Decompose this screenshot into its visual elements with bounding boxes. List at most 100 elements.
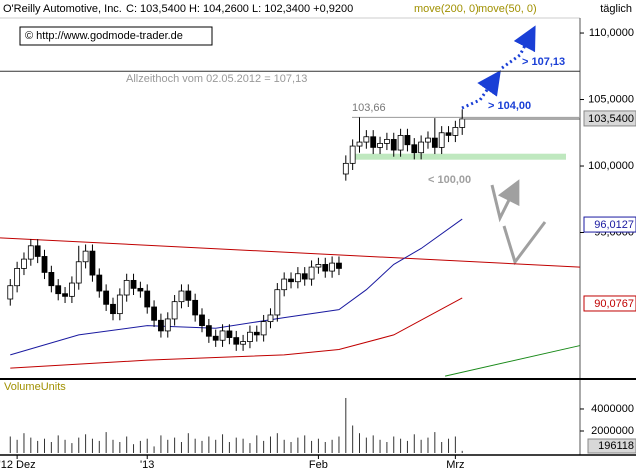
candle-body — [75, 261, 82, 284]
candle-body — [438, 132, 445, 148]
candle-body — [390, 139, 397, 151]
candle-body — [260, 321, 267, 336]
candle-body — [130, 279, 137, 289]
candle-body — [164, 318, 171, 332]
value-box — [583, 216, 636, 233]
candle-body — [185, 290, 192, 301]
candle-body — [288, 278, 294, 283]
trendline — [444, 345, 581, 377]
candle-body — [21, 258, 27, 269]
value-box — [583, 110, 636, 127]
candle-body — [445, 132, 452, 136]
value-label: 90,0767 — [594, 298, 634, 310]
annotation: Allzeithoch vom 02.05.2012 = 107,13 — [126, 73, 307, 85]
value-label: 96,0127 — [594, 219, 634, 231]
candle-body — [267, 314, 274, 323]
candle-body — [151, 306, 157, 321]
arrow — [461, 70, 501, 110]
candle-body — [425, 137, 431, 143]
candle-body — [41, 256, 48, 273]
candle-body — [308, 266, 315, 280]
trendline — [0, 237, 581, 268]
candle-body — [294, 273, 301, 283]
candle-body — [363, 136, 370, 143]
candle-body — [247, 331, 253, 342]
candle-body — [158, 319, 164, 332]
candle-body — [89, 250, 96, 276]
candle-body — [205, 325, 212, 337]
candle-body — [34, 245, 41, 257]
annotation: > 104,00 — [488, 100, 531, 112]
copyright: © http://www.godmode-trader.de — [25, 30, 183, 42]
chart-title: O'Reilly Automotive, Inc. — [3, 3, 122, 15]
y-tick-label: 110,0000 — [589, 27, 634, 39]
candle-body — [233, 337, 240, 345]
x-tick-label: Feb — [309, 459, 328, 471]
candle-body — [397, 135, 404, 151]
candle-body — [411, 144, 418, 154]
interval: täglich — [600, 3, 632, 15]
arrow — [501, 25, 536, 70]
arrow — [502, 221, 547, 266]
candle-body — [404, 135, 411, 146]
quote: C: 103,5400 H: 104,2600 L: 102,3400 +0,9… — [126, 3, 353, 15]
candle-body — [171, 301, 178, 320]
candle-body — [301, 273, 308, 280]
x-tick-label: '13 — [140, 459, 154, 471]
moving-average — [10, 218, 463, 356]
candle-body — [281, 278, 288, 291]
candle-body — [137, 287, 144, 292]
candle-body — [62, 293, 68, 297]
candle-body — [144, 290, 151, 308]
candle-body — [48, 272, 55, 287]
x-tick-label: Mrz — [446, 459, 464, 471]
y-tick-label: 100,0000 — [588, 160, 634, 172]
candle-body — [315, 264, 322, 268]
volume-label: VolumeUnits — [4, 381, 66, 393]
candle-body — [226, 330, 233, 338]
candle-body — [253, 331, 260, 336]
value-label: 103,5400 — [588, 113, 634, 125]
candle-body — [418, 141, 425, 154]
candle-body — [240, 341, 246, 345]
annotation: 103,66 — [352, 102, 386, 114]
candle-body — [377, 143, 383, 148]
support-zone — [352, 153, 566, 160]
annotation: > 107,13 — [522, 56, 565, 68]
candle-body — [116, 294, 123, 315]
candle-body — [7, 285, 14, 300]
candle-body — [274, 289, 281, 316]
y-tick-label: 105,0000 — [588, 93, 634, 105]
candle-body — [342, 162, 349, 175]
x-tick-label: '12 Dez — [0, 459, 36, 471]
candle-body — [178, 290, 185, 303]
candle-body — [96, 274, 103, 292]
annotation: < 100,00 — [428, 174, 471, 186]
arrow — [490, 179, 520, 223]
value-box — [587, 438, 636, 454]
moving-average — [10, 297, 463, 369]
candle-body — [192, 299, 199, 316]
legend-entry: move(200, 0) — [414, 3, 479, 15]
copyright-box — [19, 26, 213, 46]
candle-body — [356, 141, 363, 147]
value-box — [583, 295, 636, 312]
candle-body — [322, 264, 329, 272]
candle-body — [370, 136, 377, 148]
candle-body — [329, 262, 336, 272]
candle-body — [69, 282, 75, 297]
candle-body — [27, 245, 34, 260]
candle-body — [55, 285, 62, 295]
candle-body — [459, 118, 466, 128]
y-tick-label: 4000000 — [591, 403, 634, 415]
candle-body — [219, 330, 226, 341]
candle-body — [199, 314, 205, 327]
legend-entry: move(50, 0) — [478, 3, 537, 15]
value-label: 196118 — [598, 440, 634, 452]
candle-body — [212, 335, 219, 341]
candle-body — [110, 303, 116, 315]
candle-body — [14, 268, 21, 287]
candle-body — [123, 279, 130, 296]
